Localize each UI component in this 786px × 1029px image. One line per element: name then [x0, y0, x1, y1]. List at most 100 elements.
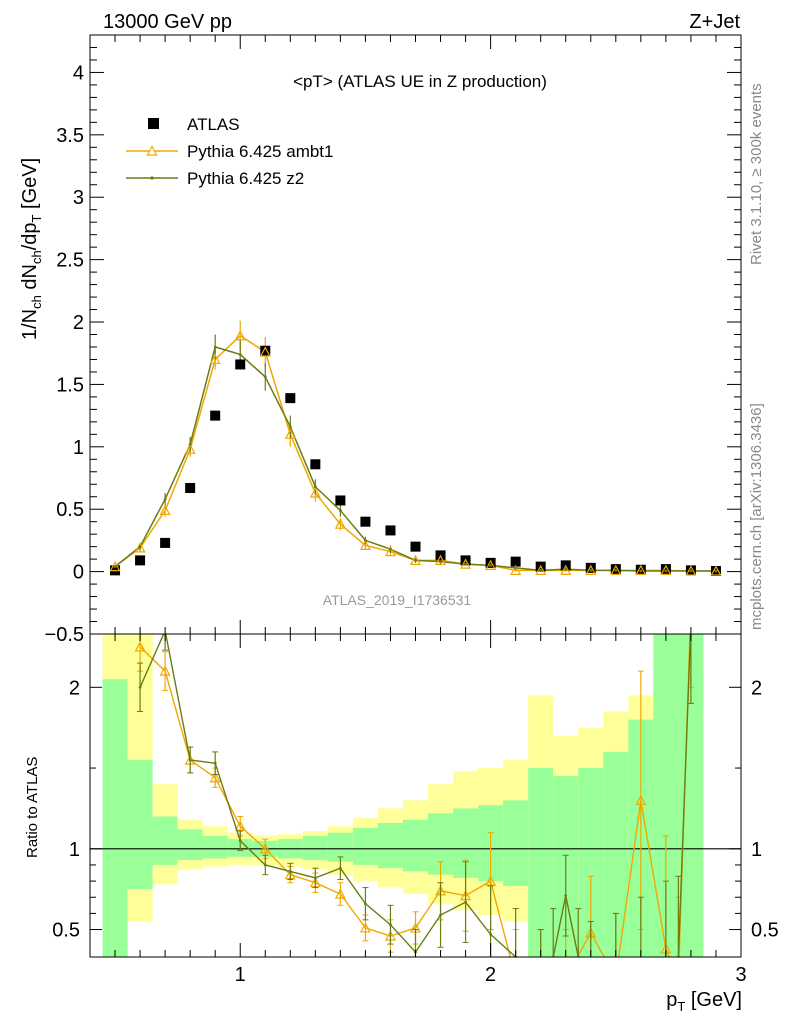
ambt1-marker	[159, 504, 171, 516]
x-axis-label: pT [GeV]	[666, 989, 742, 1014]
z2-marker	[514, 566, 518, 570]
plot-title: <pT> (ATLAS UE in Z production)	[293, 72, 547, 91]
ambt1-marker	[410, 554, 421, 565]
ratio-marker-z2	[489, 932, 493, 936]
side-label-rivet: Rivet 3.1.10, ≥ 300k events	[748, 83, 765, 265]
ratio-marker-z2	[639, 977, 642, 980]
z2-marker	[389, 547, 392, 551]
legend: ATLAS Pythia 6.425 ambt1 Pythia 6.425 z2	[126, 115, 333, 188]
uncertainty-band-inner	[377, 822, 403, 869]
atlas-marker	[135, 555, 146, 566]
ambt1-marker	[234, 329, 246, 341]
ratio-marker-z2	[288, 870, 292, 873]
ratio-marker-ambt1	[536, 973, 545, 982]
ambt1-marker	[209, 353, 221, 365]
main-ytick-label: 3.5	[56, 125, 84, 147]
ratio-marker-ambt1	[209, 771, 221, 783]
ratio-marker-ambt1	[485, 875, 497, 886]
ratio-marker-ambt1	[234, 820, 246, 831]
ambt1-marker	[560, 564, 572, 575]
ratio-marker-z2	[138, 685, 142, 689]
ambt1-marker	[610, 564, 622, 575]
z2-marker	[714, 569, 718, 573]
ratio-marker-z2	[313, 876, 317, 880]
atlas-marker	[660, 564, 671, 575]
ambt1-marker	[635, 564, 647, 575]
legend-label: ATLAS	[187, 115, 240, 134]
main-panel: −0.5 0 0.5 1 1.5 2 2.5 3 3.5 4	[45, 34, 742, 646]
main-ytick-label: 1.5	[56, 374, 84, 396]
main-ytick-label: −0.5	[45, 624, 84, 646]
z2-marker	[113, 565, 117, 569]
ambt1-marker	[134, 542, 146, 553]
uncertainty-band-inner	[177, 829, 203, 861]
ratio-marker-z2	[188, 758, 192, 762]
ambt1-marker	[184, 443, 196, 454]
legend-marker-z2	[150, 176, 154, 180]
z2-marker	[439, 560, 442, 564]
atlas-marker	[285, 393, 296, 404]
atlas-marker	[385, 525, 396, 536]
atlas-marker	[410, 541, 421, 552]
z2-marker	[138, 545, 142, 549]
ratio-ytick-label-right: 2	[751, 677, 762, 699]
atlas-marker	[185, 482, 196, 493]
ratio-ytick-label-right: 1	[751, 839, 762, 861]
ratio-marker-z2	[389, 923, 392, 927]
main-ytick-label: 3	[73, 187, 84, 209]
ratio-marker-z2	[690, 621, 693, 624]
uncertainty-band-inner	[352, 827, 378, 865]
z2-marker	[664, 569, 668, 573]
x-tick-label: 3	[735, 964, 746, 986]
ratio-marker-ambt1	[561, 973, 570, 982]
ambt1-marker	[334, 518, 346, 529]
legend-marker-atlas	[148, 118, 159, 129]
atlas-marker	[235, 359, 246, 370]
atlas-marker	[310, 459, 321, 470]
ambt1-marker	[485, 559, 497, 570]
ambt1-marker	[685, 565, 697, 576]
ratio-marker-z2	[564, 894, 568, 898]
ambt1-marker	[460, 558, 472, 569]
z2-marker	[188, 442, 192, 446]
ambt1-marker	[384, 545, 396, 557]
ratio-ytick-label: 0.5	[52, 920, 80, 942]
ratio-marker-z2	[614, 977, 617, 980]
header-right: Z+Jet	[689, 11, 740, 33]
uncertainty-band-inner	[152, 816, 178, 865]
ambt1-marker	[435, 554, 447, 565]
z2-marker	[288, 425, 292, 429]
ratio-marker-ambt1	[159, 665, 171, 676]
uncertainty-band-inner	[402, 819, 429, 872]
z2-marker	[639, 569, 643, 573]
ratio-marker-z2	[439, 913, 442, 917]
ratio-marker-ambt1	[635, 794, 647, 805]
z2-marker	[564, 567, 568, 571]
ratio-marker-ambt1	[686, 602, 695, 611]
z2-marker	[539, 568, 543, 572]
z2-marker	[614, 568, 618, 572]
ambt1-marker	[359, 539, 371, 550]
ratio-panel: 0.5 0.5 1 1 2 2 1 2 3	[52, 602, 779, 986]
ratio-marker-ambt1	[334, 888, 346, 899]
ratio-marker-z2	[213, 761, 217, 765]
atlas-marker	[510, 556, 521, 567]
ratio-marker-z2	[664, 977, 667, 980]
ambt1-marker	[535, 564, 547, 575]
z2-marker	[689, 569, 693, 573]
uncertainty-band-inner	[503, 800, 529, 886]
ratio-marker-z2	[464, 900, 467, 904]
ratio-marker-z2	[238, 839, 242, 843]
ambt1-marker	[259, 346, 271, 357]
atlas-marker	[485, 557, 496, 568]
main-line-z2	[114, 346, 716, 572]
uncertainty-band-inner	[202, 835, 228, 859]
z2-marker	[589, 568, 593, 572]
main-ytick-label: 2	[73, 312, 84, 334]
ratio-marker-ambt1	[359, 922, 371, 933]
side-label-mcplots: mcplots.cern.ch [arXiv:1306.3436]	[748, 403, 765, 630]
legend-marker-ambt1	[146, 145, 158, 156]
legend-label: Pythia 6.425 ambt1	[187, 142, 333, 161]
ratio-line-ambt1	[139, 634, 691, 957]
ratio-ytick-label: 2	[69, 677, 80, 699]
